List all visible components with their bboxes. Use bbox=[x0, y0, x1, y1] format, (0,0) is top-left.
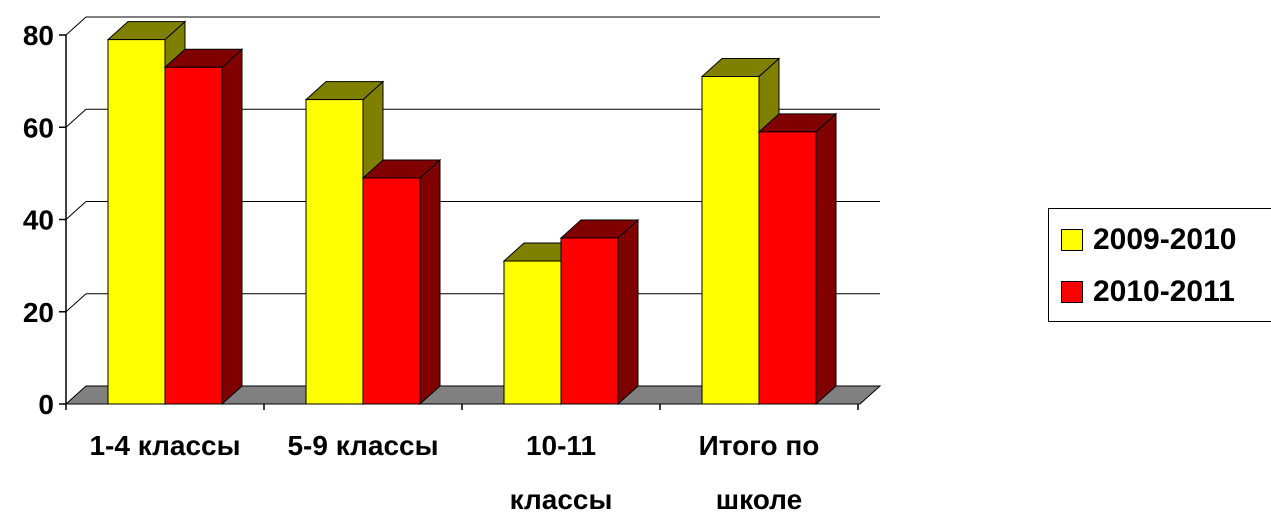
legend: 2009-2010 2010-2011 bbox=[1048, 208, 1271, 322]
bar-2-2 bbox=[361, 158, 442, 406]
x-category-label-line: классы bbox=[510, 484, 613, 513]
legend-item-series-2: 2010-2011 bbox=[1061, 275, 1235, 309]
y-tick-label: 0 bbox=[38, 389, 54, 420]
bar-front bbox=[164, 66, 223, 405]
legend-swatch-series-2 bbox=[1061, 281, 1083, 303]
legend-label-series-1: 2009-2010 bbox=[1093, 223, 1237, 256]
bar-front bbox=[305, 99, 364, 405]
bar-front bbox=[701, 76, 760, 405]
x-category-label-4: Итого по школе bbox=[699, 430, 820, 513]
gridline-diagonal bbox=[65, 201, 87, 220]
x-category-label-line: Итого по bbox=[699, 430, 820, 461]
x-category-label-line: школе bbox=[716, 484, 802, 513]
x-category-label-3: 10-11 классы bbox=[510, 430, 613, 513]
x-category-label-2: 5-9 классы bbox=[287, 430, 438, 461]
bar-2-4 bbox=[757, 112, 838, 406]
y-tick-label: 20 bbox=[23, 297, 54, 328]
bar-side bbox=[221, 48, 243, 406]
bar-front bbox=[758, 131, 817, 405]
gridline-diagonal bbox=[65, 16, 87, 36]
x-category-label-line: 5-9 классы bbox=[287, 430, 438, 461]
bar-front bbox=[362, 177, 421, 405]
x-category-label-line: 1-4 классы bbox=[89, 430, 240, 461]
bar-front bbox=[560, 237, 619, 405]
y-tick-label: 80 bbox=[23, 20, 54, 51]
gridline-diagonal bbox=[65, 108, 87, 128]
bar-front bbox=[503, 260, 562, 405]
x-category-label-line: 10-11 bbox=[526, 430, 596, 461]
bar-front bbox=[107, 39, 166, 405]
y-tick-label: 40 bbox=[23, 205, 54, 236]
legend-label-series-2: 2010-2011 bbox=[1093, 275, 1235, 308]
bar-side bbox=[815, 112, 837, 406]
bar-side bbox=[419, 158, 441, 406]
bar-side bbox=[617, 218, 639, 406]
bar-2-1 bbox=[163, 48, 244, 406]
bar-2-3 bbox=[559, 218, 640, 406]
legend-item-series-1: 2009-2010 bbox=[1061, 223, 1236, 257]
y-tick-label: 60 bbox=[23, 112, 54, 143]
gridline-diagonal bbox=[65, 293, 87, 313]
x-category-label-1: 1-4 классы bbox=[89, 430, 240, 461]
legend-swatch-series-1 bbox=[1061, 229, 1083, 251]
